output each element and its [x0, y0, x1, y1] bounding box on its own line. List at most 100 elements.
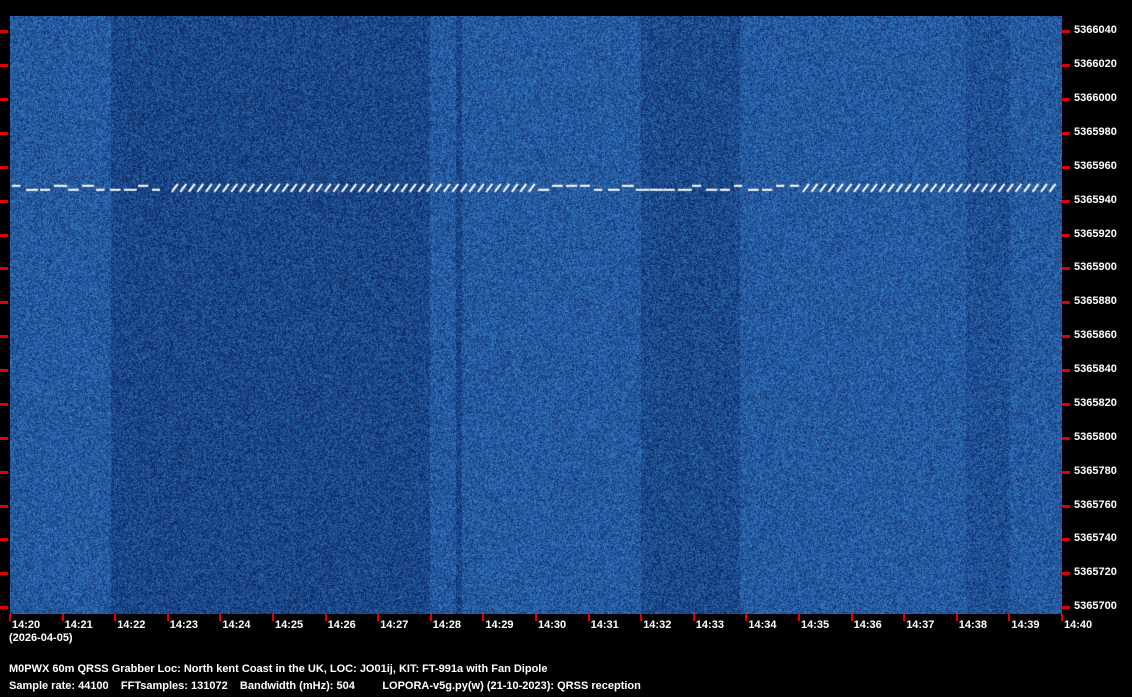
- x-tick-mark: [1061, 614, 1063, 621]
- y-tick-label: 5365740: [1074, 532, 1117, 544]
- x-tick-label: 14:39: [1011, 619, 1039, 631]
- y-tick-mark: [1062, 538, 1070, 541]
- x-tick-label: 14:24: [222, 619, 250, 631]
- y-tick-mark: [0, 606, 8, 609]
- x-tick-mark: [693, 614, 695, 621]
- y-tick-label: 5365900: [1074, 261, 1117, 273]
- y-tick-mark: [1062, 200, 1070, 203]
- x-tick-mark: [62, 614, 64, 621]
- y-tick-mark: [1062, 166, 1070, 169]
- y-tick-label: 5365760: [1074, 499, 1117, 511]
- spectrogram: [10, 16, 1062, 614]
- x-tick-label: 14:35: [801, 619, 829, 631]
- y-tick-label: 5365880: [1074, 295, 1117, 307]
- y-tick-mark: [1062, 64, 1070, 67]
- x-tick-mark: [430, 614, 432, 621]
- y-tick-label: 5365920: [1074, 228, 1117, 240]
- y-tick-mark: [0, 98, 8, 101]
- y-tick-mark: [0, 132, 8, 135]
- y-tick-mark: [0, 200, 8, 203]
- y-tick-mark: [1062, 572, 1070, 575]
- x-tick-mark: [851, 614, 853, 621]
- y-tick-mark: [0, 267, 8, 270]
- x-tick-mark: [482, 614, 484, 621]
- y-tick-mark: [1062, 98, 1070, 101]
- y-tick-mark: [0, 30, 8, 33]
- x-tick-mark: [588, 614, 590, 621]
- info-line: Sample rate: 44100 FFTsamples: 131072 Ba…: [9, 680, 641, 692]
- x-tick-mark: [9, 614, 11, 621]
- y-tick-mark: [0, 572, 8, 575]
- x-tick-label: 14:28: [433, 619, 461, 631]
- y-tick-mark: [1062, 505, 1070, 508]
- date-label: (2026-04-05): [9, 632, 73, 644]
- x-tick-mark: [956, 614, 958, 621]
- y-tick-mark: [1062, 437, 1070, 440]
- y-tick-label: 5365860: [1074, 329, 1117, 341]
- y-tick-mark: [0, 471, 8, 474]
- x-tick-mark: [114, 614, 116, 621]
- x-tick-label: 14:23: [170, 619, 198, 631]
- y-tick-label: 5366020: [1074, 58, 1117, 70]
- x-tick-label: 14:20: [12, 619, 40, 631]
- y-tick-mark: [0, 166, 8, 169]
- y-tick-mark: [0, 505, 8, 508]
- y-tick-label: 5365840: [1074, 363, 1117, 375]
- x-tick-mark: [903, 614, 905, 621]
- y-tick-mark: [1062, 606, 1070, 609]
- x-tick-label: 14:33: [696, 619, 724, 631]
- x-tick-label: 14:29: [485, 619, 513, 631]
- y-tick-label: 5365940: [1074, 194, 1117, 206]
- x-tick-label: 14:32: [643, 619, 671, 631]
- y-tick-label: 5365700: [1074, 600, 1117, 612]
- x-tick-mark: [219, 614, 221, 621]
- y-tick-mark: [0, 437, 8, 440]
- y-tick-mark: [1062, 335, 1070, 338]
- y-tick-label: 5365960: [1074, 160, 1117, 172]
- y-tick-mark: [1062, 301, 1070, 304]
- x-tick-label: 14:37: [906, 619, 934, 631]
- x-tick-label: 14:22: [117, 619, 145, 631]
- x-tick-mark: [640, 614, 642, 621]
- y-tick-label: 5365800: [1074, 431, 1117, 443]
- y-tick-mark: [1062, 403, 1070, 406]
- x-tick-mark: [377, 614, 379, 621]
- x-tick-label: 14:30: [538, 619, 566, 631]
- x-tick-mark: [272, 614, 274, 621]
- y-tick-label: 5365980: [1074, 126, 1117, 138]
- x-tick-mark: [1008, 614, 1010, 621]
- x-tick-label: 14:21: [65, 619, 93, 631]
- x-tick-label: 14:25: [275, 619, 303, 631]
- y-tick-label: 5365720: [1074, 566, 1117, 578]
- x-tick-mark: [798, 614, 800, 621]
- title-line: M0PWX 60m QRSS Grabber Loc: North kent C…: [9, 663, 547, 675]
- y-tick-label: 5366040: [1074, 24, 1117, 36]
- y-tick-mark: [0, 234, 8, 237]
- x-tick-mark: [745, 614, 747, 621]
- x-tick-mark: [535, 614, 537, 621]
- y-tick-mark: [0, 538, 8, 541]
- y-tick-mark: [0, 369, 8, 372]
- y-tick-mark: [0, 335, 8, 338]
- x-tick-label: 14:36: [854, 619, 882, 631]
- y-tick-mark: [1062, 369, 1070, 372]
- x-tick-label: 14:38: [959, 619, 987, 631]
- y-tick-mark: [0, 301, 8, 304]
- x-tick-mark: [167, 614, 169, 621]
- y-tick-label: 5366000: [1074, 92, 1117, 104]
- y-tick-mark: [1062, 30, 1070, 33]
- y-tick-mark: [1062, 267, 1070, 270]
- x-tick-label: 14:40: [1064, 619, 1092, 631]
- y-tick-mark: [0, 64, 8, 67]
- y-tick-mark: [1062, 471, 1070, 474]
- y-tick-mark: [1062, 234, 1070, 237]
- y-tick-mark: [0, 403, 8, 406]
- x-tick-label: 14:31: [591, 619, 619, 631]
- x-tick-label: 14:34: [748, 619, 776, 631]
- x-tick-label: 14:26: [328, 619, 356, 631]
- x-tick-mark: [325, 614, 327, 621]
- y-tick-mark: [1062, 132, 1070, 135]
- y-tick-label: 5365780: [1074, 465, 1117, 477]
- y-tick-label: 5365820: [1074, 397, 1117, 409]
- x-tick-label: 14:27: [380, 619, 408, 631]
